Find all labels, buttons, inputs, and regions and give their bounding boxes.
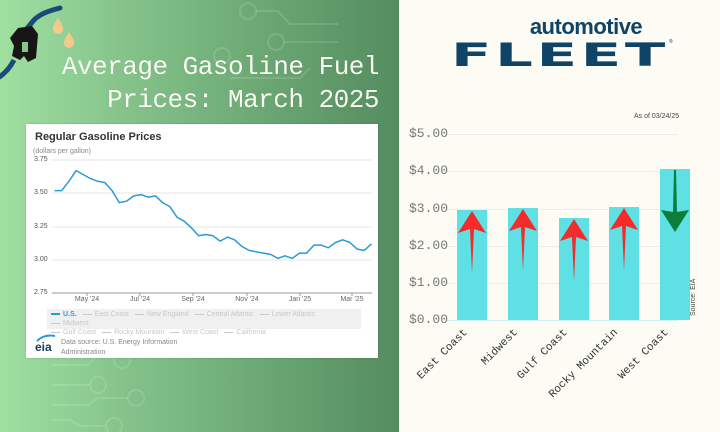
legend-item-rocky-mountain[interactable]: Rocky Mountain — [102, 328, 164, 337]
category-label-west-coast: West Coast — [616, 327, 672, 383]
x-tick: Sep '24 — [181, 296, 205, 303]
up-arrow-icon — [509, 209, 537, 272]
gridline — [447, 209, 678, 210]
right-panel: automotive FLEET ® As of 03/24/25 $5.00 … — [399, 0, 720, 432]
y-axis-label: $5.00 — [409, 126, 449, 141]
category-label-midwest: Midwest — [479, 327, 521, 369]
headline-line-2: Prices: March 2025 — [107, 85, 379, 115]
legend-item-gulf-coast[interactable]: Gulf Coast — [51, 328, 96, 337]
legend-item-california[interactable]: California — [224, 328, 266, 337]
y-tick: 3.50 — [34, 189, 48, 196]
brand-automotive-text: automotive — [529, 14, 643, 39]
left-panel: Average Gasoline Fuel Prices: March 2025… — [0, 0, 399, 432]
data-source-text: Data source: U.S. Energy Information Adm… — [61, 339, 178, 356]
as-of-date: As of 03/24/25 — [634, 113, 680, 120]
line-plot-area — [52, 159, 373, 296]
y-tick: 2.75 — [34, 289, 48, 296]
gridline — [447, 171, 678, 172]
x-tick: Mar '25 — [340, 296, 364, 303]
legend-item-west-coast[interactable]: West Coast — [170, 328, 218, 337]
y-axis-label: $3.00 — [409, 201, 449, 216]
chart-legend: U.S. East Coast New England Central Atlanti… — [47, 309, 361, 336]
up-arrow-icon — [560, 219, 588, 282]
source-label: Source: EIA — [690, 278, 697, 316]
up-arrow-icon — [610, 208, 638, 271]
us-price-line — [54, 169, 373, 260]
legend-item-lower-atlantic[interactable]: Lower Atlantic — [259, 310, 315, 319]
x-tick: Nov '24 — [235, 296, 259, 303]
y-axis-label: $2.00 — [409, 238, 449, 253]
y-tick: 3.75 — [34, 156, 48, 163]
y-axis-label: $4.00 — [409, 163, 449, 178]
baseline — [447, 320, 678, 321]
y-axis-label: $0.00 — [409, 312, 449, 327]
registered-mark: ® — [669, 39, 673, 45]
gridline — [447, 134, 678, 135]
chart-subtitle: (dollars per gallon) — [33, 148, 91, 155]
x-tick: Jan '25 — [288, 296, 312, 303]
up-arrow-icon — [458, 211, 486, 274]
x-tick: Jul '24 — [129, 296, 151, 303]
category-label-east-coast: East Coast — [415, 327, 471, 383]
down-arrow-icon — [661, 170, 689, 233]
eia-logo-swoosh-icon — [36, 334, 56, 342]
legend-item-midwest[interactable]: Midwest — [51, 319, 89, 328]
eia-logo: eia — [35, 340, 52, 354]
legend-item-new-england[interactable]: New England — [134, 310, 189, 319]
headline-line-1: Average Gasoline Fuel — [61, 52, 380, 82]
y-tick: 3.00 — [34, 256, 48, 263]
x-tick: May '24 — [74, 296, 100, 303]
y-axis-label: $1.00 — [409, 275, 449, 290]
category-label-gulf-coast: Gulf Coast — [515, 327, 571, 383]
fuel-pump-nozzle-icon — [0, 5, 74, 80]
circuit-background-decoration — [0, 0, 399, 432]
legend-item-east-coast[interactable]: East Coast — [82, 310, 129, 319]
automotive-fleet-logo: automotive FLEET ® — [451, 14, 673, 74]
y-tick: 3.25 — [34, 223, 48, 230]
regular-gasoline-chart-card: Regular Gasoline Prices (dollars per gal… — [26, 124, 378, 358]
legend-item-central-atlantic[interactable]: Central Atlantic — [194, 310, 254, 319]
legend-item-us[interactable]: U.S. — [51, 310, 77, 319]
brand-fleet-text: FLEET — [451, 36, 669, 74]
chart-title: Regular Gasoline Prices — [35, 131, 162, 143]
